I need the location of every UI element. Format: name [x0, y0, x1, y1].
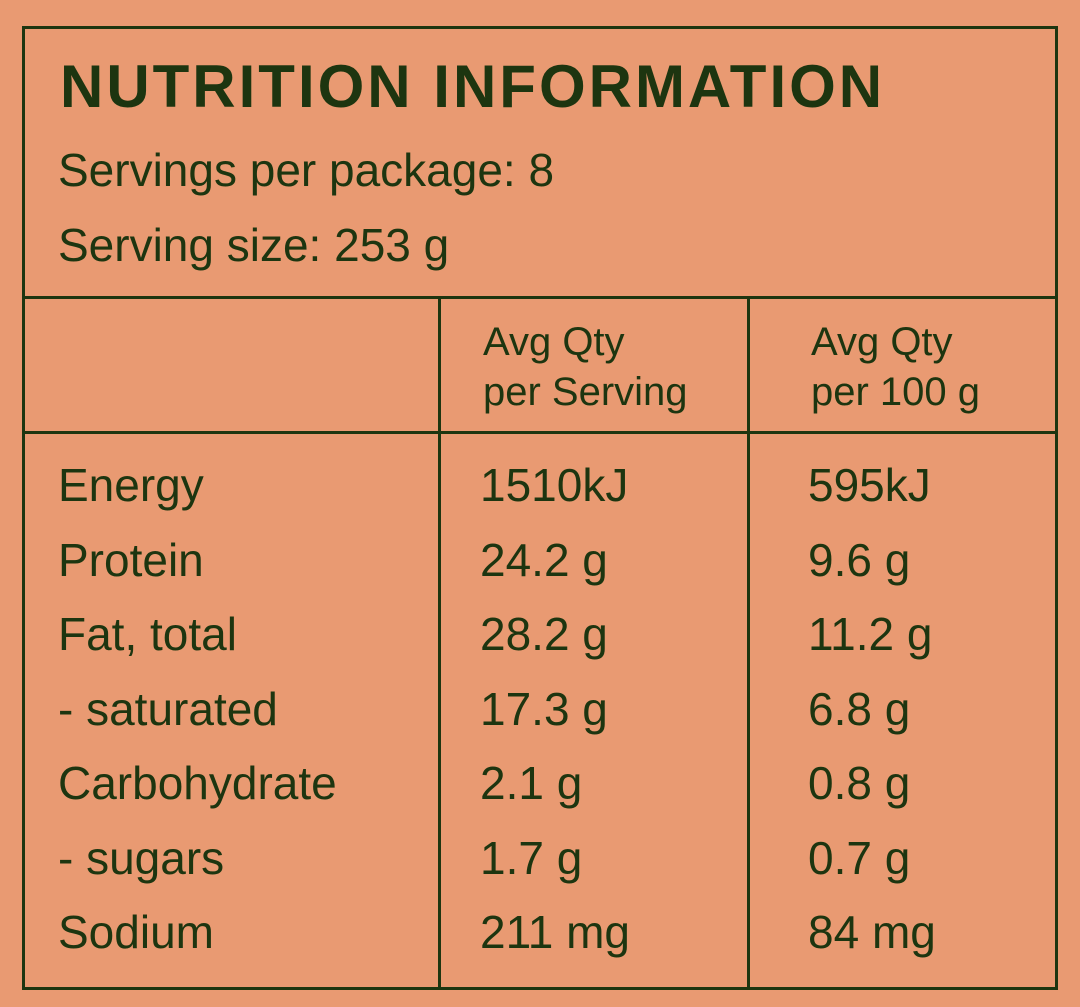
nutrient-value: 0.8 g — [808, 757, 911, 809]
divider — [22, 431, 1058, 434]
column-header: Avg Qty — [811, 320, 953, 364]
nutrient-value: 1.7 g — [480, 831, 583, 884]
divider — [22, 296, 1058, 299]
nutrient-value: 595kJ — [808, 459, 931, 511]
nutrient-name: Energy — [58, 459, 204, 511]
nutrient-name: Carbohydrate — [58, 757, 337, 809]
nutrient-value: 1510kJ — [480, 459, 629, 511]
nutrient-name: - sugars — [58, 831, 225, 884]
nutrient-name: Sodium — [58, 906, 214, 958]
nutrient-value: 6.8 g — [808, 682, 911, 735]
nutrient-value: 9.6 g — [808, 533, 911, 586]
column-divider — [747, 296, 750, 990]
serving-size: Serving size: 253 g — [58, 219, 450, 271]
column-header: per Serving — [483, 370, 688, 414]
column-header: per 100 g — [811, 370, 981, 414]
nutrient-value: 28.2 g — [480, 608, 608, 660]
nutrient-value: 211 mg — [480, 906, 631, 958]
nutrient-value: 11.2 g — [808, 608, 933, 660]
servings: Servings per package: 8 — [58, 144, 555, 196]
nutrient-name: Fat, total — [58, 608, 237, 660]
nutrient-value: 2.1 g — [480, 757, 583, 809]
nutrient-value: 17.3 g — [480, 682, 608, 735]
column-header: Avg Qty — [483, 320, 625, 364]
nutrient-value: 0.7 g — [808, 831, 911, 884]
nutrient-value: 84 mg — [808, 906, 936, 958]
nutrient-name: - saturated — [58, 682, 278, 735]
title: NUTRITION INFORMATION — [60, 53, 886, 120]
nutrient-value: 24.2 g — [480, 533, 608, 586]
column-divider — [438, 296, 441, 990]
nutrient-name: Protein — [58, 533, 204, 586]
label-frame — [22, 26, 1058, 990]
